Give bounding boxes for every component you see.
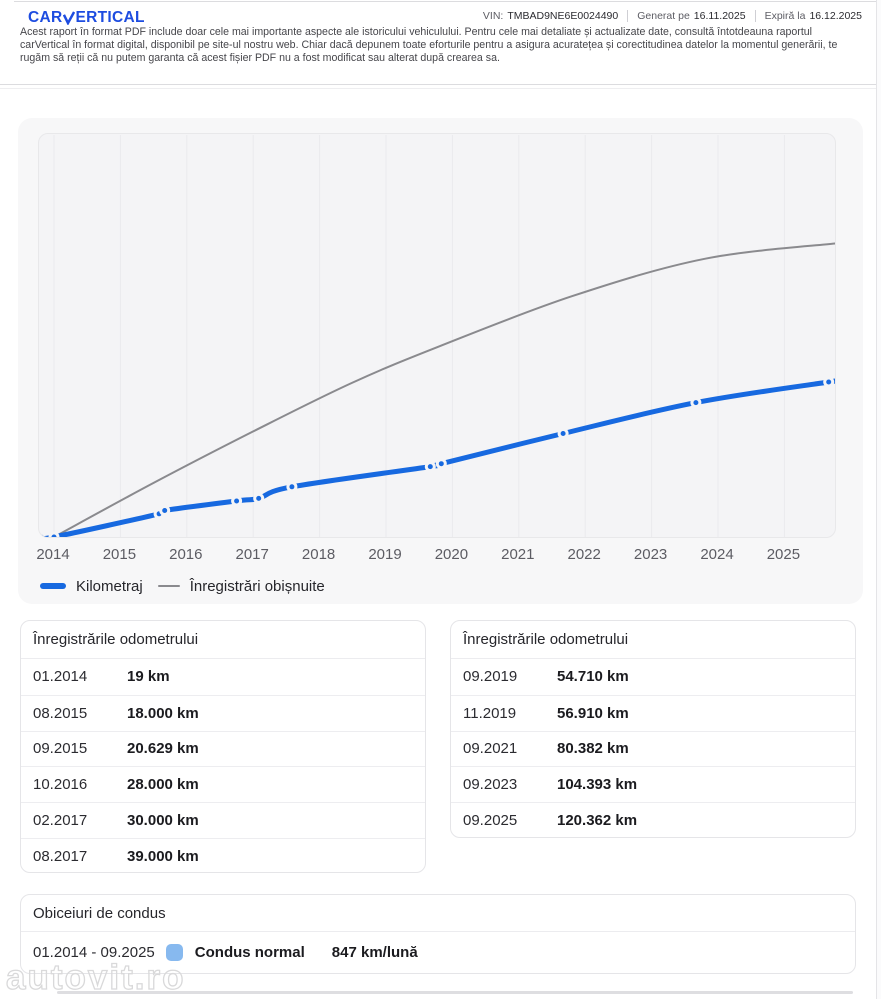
record-value: 30.000 km <box>127 812 199 830</box>
record-date: 02.2017 <box>33 812 88 830</box>
mileage-data-point <box>823 376 835 388</box>
average-legend-label: Înregistrări obișnuite <box>189 577 325 595</box>
mileage-data-point <box>231 495 243 507</box>
meta-divider <box>627 10 629 22</box>
record-value: 80.382 km <box>557 740 629 758</box>
record-date: 01.2014 <box>33 668 88 686</box>
header-divider <box>0 84 881 85</box>
vin-value: TMBAD9NE6E0024490 <box>507 10 619 22</box>
mileage-data-point <box>159 505 171 516</box>
x-axis-label-2024: 2024 <box>700 546 734 563</box>
mileage-data-point <box>424 461 436 473</box>
page-edge-line <box>876 0 877 999</box>
mileage-data-point <box>557 428 569 439</box>
x-axis-label-2015: 2015 <box>102 546 137 563</box>
chart-plot-area <box>38 133 836 538</box>
kilometraj-legend-label: Kilometraj <box>76 577 143 595</box>
x-axis-label-2023: 2023 <box>633 546 668 563</box>
record-date: 09.2015 <box>33 740 88 758</box>
table-title: Înregistrările odometrului <box>451 621 855 659</box>
x-axis-label-2017: 2017 <box>235 546 269 563</box>
x-axis-label-2022: 2022 <box>567 546 601 563</box>
habits-title: Obiceiuri de condus <box>21 895 855 932</box>
mileage-data-point <box>253 492 265 504</box>
table-title: Înregistrările odometrului <box>21 621 425 659</box>
record-date: 09.2019 <box>463 668 518 686</box>
driving-habits-card: Obiceiuri de condus 01.2014 - 09.2025 Co… <box>20 894 856 974</box>
mileage-data-point <box>435 458 447 470</box>
habits-period: 01.2014 - 09.2025 <box>33 944 155 961</box>
habits-color-swatch <box>165 944 183 961</box>
table-row: 10.2016 28.000 km <box>21 766 425 802</box>
meta-divider <box>754 10 756 22</box>
average-legend-swatch <box>157 584 180 588</box>
x-axis-label-2025: 2025 <box>766 546 801 563</box>
expires-label: Expiră la <box>764 10 806 22</box>
record-date: 11.2019 <box>463 704 517 722</box>
mileage-data-point <box>690 397 702 409</box>
x-axis-label-2020: 2020 <box>434 546 469 563</box>
mileage-data-point <box>286 481 298 493</box>
logo-text-car: CAR <box>28 9 63 26</box>
x-axis-label-2019: 2019 <box>368 546 402 563</box>
x-axis-label-2018: 2018 <box>301 546 336 563</box>
header-divider-light <box>0 88 881 89</box>
x-axis-label-2021: 2021 <box>501 546 535 563</box>
record-value: 18.000 km <box>127 704 199 722</box>
mileage-data-point <box>48 531 60 537</box>
table-row: 09.2023 104.393 km <box>451 766 855 802</box>
table-row: 09.2025 120.362 km <box>451 802 855 837</box>
report-meta: VIN: TMBAD9NE6E0024490 Generat pe 16.11.… <box>483 10 862 22</box>
record-date: 10.2016 <box>33 776 88 794</box>
record-value: 120.362 km <box>557 812 638 830</box>
record-date: 08.2015 <box>33 704 88 722</box>
generated-date: 16.11.2025 <box>693 10 746 22</box>
vin-label: VIN: <box>482 10 504 22</box>
habits-label: Condus normal <box>194 944 305 961</box>
record-value: 56.910 km <box>557 704 629 722</box>
logo-text-ertical: ERTICAL <box>75 9 145 26</box>
average-mileage-line <box>53 242 835 537</box>
mileage-chart <box>39 135 835 537</box>
table-row: 02.2017 30.000 km <box>21 802 425 838</box>
record-value: 20.629 km <box>127 740 199 758</box>
record-date: 09.2023 <box>463 776 518 794</box>
record-value: 39.000 km <box>127 847 199 865</box>
odometer-table-2: Înregistrările odometrului 09.2019 54.71… <box>450 620 856 838</box>
x-axis-label-2016: 2016 <box>169 546 203 563</box>
table-row: 01.2014 19 km <box>21 659 425 695</box>
kilometraj-legend-swatch <box>40 583 66 589</box>
top-divider <box>14 1 881 2</box>
odometer-table-1: Înregistrările odometrului 01.2014 19 km… <box>20 620 426 873</box>
scrollbar[interactable] <box>877 0 881 999</box>
table-row: 09.2021 80.382 km <box>451 730 855 767</box>
record-date: 08.2017 <box>33 847 88 865</box>
carvertical-logo: CAR ERTICAL <box>28 9 145 27</box>
chart-legend: Kilometraj Înregistrări obișnuite <box>40 574 325 598</box>
mileage-chart-card: 2014 2015 2016 2017 2018 2019 2020 2021 2022 2023… <box>18 118 863 604</box>
record-value: 104.393 km <box>557 776 638 794</box>
pdf-disclaimer-text: Acest raport în format PDF include doar … <box>20 26 838 65</box>
table-row: 09.2015 20.629 km <box>21 730 425 767</box>
record-value: 54.710 km <box>557 668 629 686</box>
record-value: 19 km <box>127 668 170 686</box>
expires-date: 16.12.2025 <box>809 10 862 22</box>
bottom-divider <box>57 991 853 994</box>
x-axis-label-2014: 2014 <box>36 546 70 563</box>
x-axis-labels: 2014 2015 2016 2017 2018 2019 2020 2021 2022 2023… <box>36 546 836 568</box>
table-row: 08.2017 39.000 km <box>21 837 425 872</box>
table-row: 11.2019 56.910 km <box>451 694 855 731</box>
record-date: 09.2021 <box>463 740 518 758</box>
table-row: 08.2015 18.000 km <box>21 694 425 731</box>
record-value: 28.000 km <box>127 776 199 794</box>
table-row: 09.2019 54.710 km <box>451 659 855 695</box>
habits-row: 01.2014 - 09.2025 Condus normal 847 km/l… <box>21 932 855 973</box>
watermark-text: autovit.ro <box>5 957 186 997</box>
generated-label: Generat pe <box>637 10 690 22</box>
habits-km-per-month: 847 km/lună <box>331 944 418 961</box>
record-date: 09.2025 <box>463 812 518 830</box>
logo-check-icon <box>62 10 75 25</box>
